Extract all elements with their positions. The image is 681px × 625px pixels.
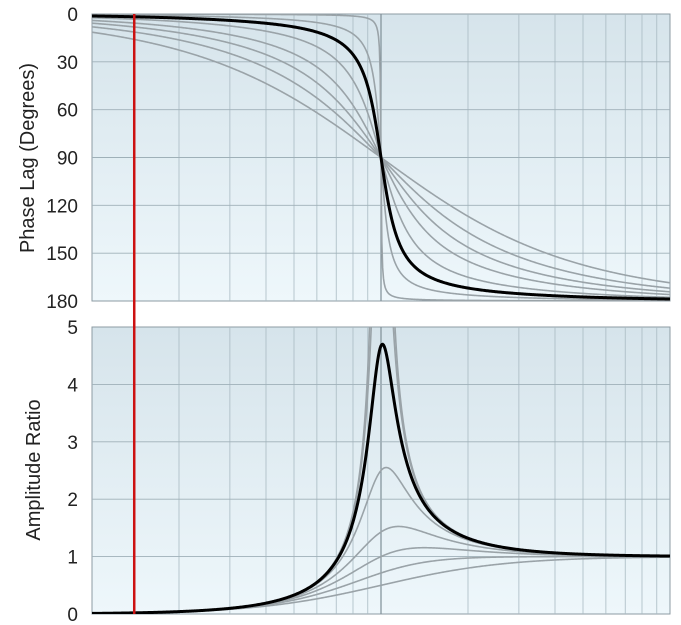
y-tick-label: 120 [46, 196, 78, 217]
y-tick-label: 4 [67, 375, 78, 396]
y-tick-label: 180 [46, 292, 78, 313]
y-tick-label: 2 [67, 490, 78, 511]
y-tick-label: 30 [57, 53, 78, 74]
y-tick-label: 0 [67, 5, 78, 26]
amplitude-highlighted-curve [92, 342, 670, 614]
phase-tick-labels: 0 30 60 90 120 150 180 [46, 5, 78, 313]
y-tick-label: 0 [67, 605, 78, 625]
y-tick-label: 1 [67, 548, 78, 569]
y-tick-label: 60 [57, 101, 78, 122]
y-tick-label: 150 [46, 244, 78, 265]
amplitude-tick-labels: 0 1 2 3 4 5 [67, 318, 78, 625]
phase-highlighted-curve [92, 14, 670, 301]
y-tick-label: 3 [67, 433, 78, 454]
phase-panel: 0 30 60 90 120 150 180 Phase Lag (Degrees) [17, 5, 671, 313]
y-tick-label: 5 [67, 318, 78, 339]
phase-curves [92, 14, 670, 301]
phase-y-axis-label: Phase Lag (Degrees) [17, 63, 39, 253]
amplitude-curves [92, 327, 670, 614]
amplitude-y-axis-label: Amplitude Ratio [23, 399, 45, 540]
amplitude-panel: 0 1 2 3 4 5 Amplitude Ratio [23, 318, 671, 625]
y-tick-label: 90 [57, 149, 78, 170]
